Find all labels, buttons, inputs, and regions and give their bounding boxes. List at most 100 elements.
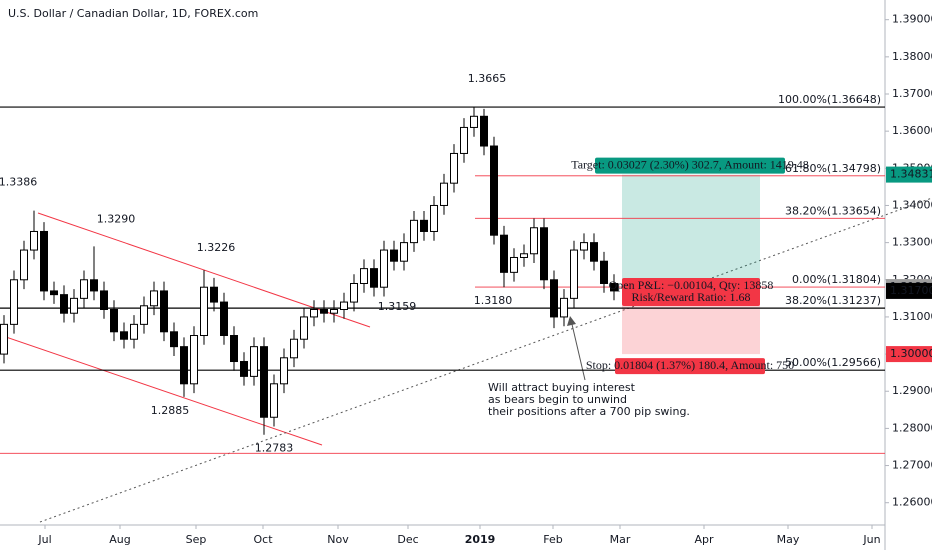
trend-line	[39, 197, 932, 523]
channel-lower	[0, 334, 323, 446]
candle-body	[470, 115, 478, 128]
x-tick-label: Feb	[543, 533, 562, 546]
y-tick-label: 1.29000	[892, 384, 932, 397]
candle-body	[20, 249, 28, 281]
candle-body	[580, 242, 588, 251]
candle-body	[330, 309, 338, 314]
y-tick-label: 1.33000	[892, 236, 932, 249]
candle-body	[220, 301, 228, 337]
price-badge-label: 1.34831	[890, 168, 932, 181]
candle-body	[400, 242, 408, 262]
level-label: 50.00%(1.29566)	[785, 356, 881, 369]
price-badge-label: 1.31700	[890, 284, 932, 297]
candle-body	[110, 309, 118, 333]
candle-body	[290, 338, 298, 359]
price-badge	[886, 166, 932, 183]
candle-body	[380, 249, 388, 288]
level-label: 38.20%(1.31237)	[785, 294, 881, 307]
price-badge	[886, 346, 932, 363]
annotation: as bears begin to unwind	[488, 393, 627, 406]
y-tick-label: 1.27000	[892, 459, 932, 472]
x-tick-label: Sep	[186, 533, 207, 546]
price-badge	[886, 282, 932, 299]
candle-body	[340, 301, 348, 311]
candle-body	[370, 268, 378, 288]
candle-body	[100, 290, 108, 311]
price-note: 1.3226	[197, 241, 236, 254]
level-label: 38.20%(1.33654)	[785, 204, 881, 217]
price-note: 1.3290	[97, 212, 136, 225]
candle-body	[430, 204, 438, 232]
target-label: Target: 0.03027 (2.30%) 302.7, Amount: 1…	[571, 157, 809, 171]
level-label: 0.00%(1.31804)	[792, 273, 881, 286]
candle-body	[570, 249, 578, 299]
candle-body	[50, 290, 58, 296]
pnl-box	[622, 278, 760, 307]
price-note: 1.2783	[255, 442, 294, 455]
candle-body	[560, 297, 568, 318]
annotation: Will attract buying interest	[488, 381, 636, 394]
candle-body	[240, 361, 248, 377]
candle-body	[530, 227, 538, 255]
candle-body	[250, 346, 258, 377]
candle-body	[30, 230, 38, 251]
stop-label-box	[615, 358, 765, 375]
x-tick-label: Apr	[694, 533, 714, 546]
candle-body	[80, 279, 88, 299]
candle-body	[200, 286, 208, 337]
candle-body	[420, 219, 428, 232]
candle-body	[540, 227, 548, 281]
candle-body	[300, 316, 308, 340]
candle-body	[360, 268, 368, 284]
target-label-box	[595, 157, 785, 174]
price-note: 1.2885	[151, 404, 190, 417]
y-tick-label: 1.36000	[892, 124, 932, 137]
candle-body	[280, 357, 288, 385]
rr-label: Risk/Reward Ratio: 1.68	[632, 290, 751, 304]
candle-body	[140, 305, 148, 325]
x-tick-label: Dec	[397, 533, 418, 546]
x-tick-label: Nov	[327, 533, 349, 546]
y-tick-label: 1.28000	[892, 421, 932, 434]
x-tick-label: Oct	[253, 533, 273, 546]
candle-body	[600, 260, 608, 284]
candle-body	[440, 182, 448, 206]
candle-body	[130, 323, 138, 340]
chart-title: U.S. Dollar / Canadian Dollar, 1D, FOREX…	[8, 7, 258, 20]
candle-body	[500, 234, 508, 273]
candle-body	[270, 383, 278, 418]
candle-body	[520, 253, 528, 258]
candle-body	[510, 256, 518, 273]
y-tick-label: 1.39000	[892, 13, 932, 26]
candle-body	[480, 115, 488, 147]
candle-body	[410, 219, 418, 244]
x-tick-label: 2019	[465, 533, 496, 546]
x-tick-label: Jun	[862, 533, 880, 546]
level-label: 61.80%(1.34798)	[785, 162, 881, 175]
y-tick-label: 1.34000	[892, 198, 932, 211]
price-badge-label: 1.30000	[890, 347, 932, 360]
y-tick-label: 1.31000	[892, 310, 932, 323]
candle-body	[170, 331, 178, 348]
y-tick-label: 1.26000	[892, 496, 932, 509]
annotation: their positions after a 700 pip swing.	[488, 405, 690, 418]
candle-body	[150, 290, 158, 307]
pnl-label: Open P&L: −0.00104, Qty: 13858	[609, 278, 774, 292]
candle-body	[120, 331, 128, 340]
candle-body	[350, 282, 358, 303]
candle-body	[60, 294, 68, 314]
candle-body	[180, 346, 188, 385]
candle-body	[210, 286, 218, 303]
candle-body	[70, 297, 78, 314]
candle-body	[230, 335, 238, 363]
candle-body	[450, 152, 458, 184]
price-note: 1.3386	[0, 176, 37, 189]
candle-body	[550, 279, 558, 318]
level-label: 100.00%(1.36648)	[778, 93, 881, 106]
candle-body	[390, 249, 398, 262]
candle-body	[320, 309, 328, 314]
price-note: 1.3180	[474, 294, 513, 307]
candle-body	[460, 126, 468, 154]
candle-body	[10, 279, 18, 325]
